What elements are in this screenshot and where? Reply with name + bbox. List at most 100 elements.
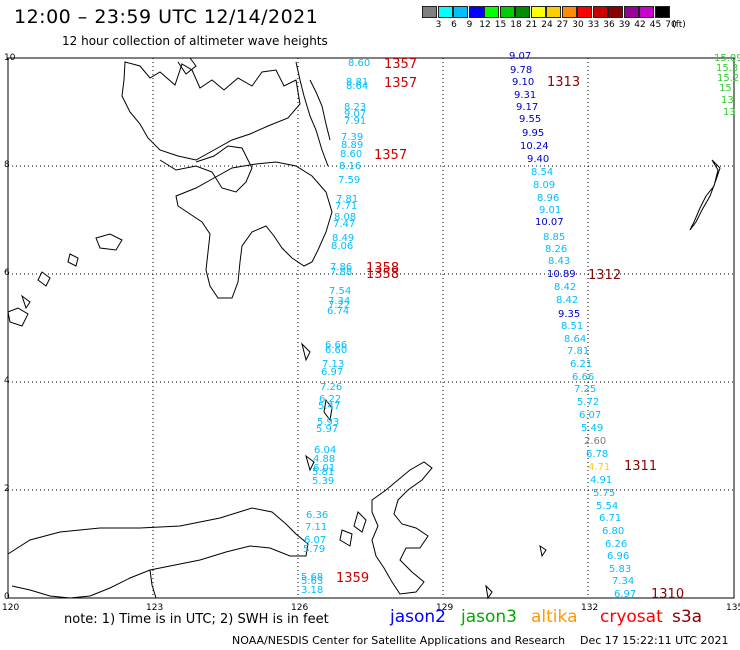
pass-number-label: 1357: [384, 57, 418, 72]
color-scale-label: 27: [556, 20, 569, 30]
wave-height-label: 7.34: [612, 576, 635, 587]
color-scale-label: 42: [634, 20, 646, 30]
credit-line: NOAA/NESDIS Center for Satellite Applica…: [232, 634, 566, 647]
wave-height-label: 5.39: [312, 476, 335, 487]
wave-height-label: 6.97: [321, 367, 344, 378]
wave-height-label: 9.17: [516, 102, 539, 113]
color-scale-label: 21: [525, 20, 538, 30]
wave-height-label: 6.22: [319, 394, 342, 405]
pass-number-label: 1359: [336, 571, 370, 586]
wave-height-label: 8.60: [348, 58, 371, 69]
color-scale-swatch: [654, 6, 670, 18]
wave-height-label: 5.83: [609, 564, 632, 575]
wave-height-label: 9.55: [519, 114, 542, 125]
wave-height-label: 8.64: [346, 81, 369, 92]
lon-label: 123: [146, 603, 164, 613]
pass-number-label: 1357: [374, 148, 408, 163]
wave-height-label: 10.89: [547, 269, 576, 280]
wave-height-label: 6.07: [579, 410, 602, 421]
wave-height-label: 4.71: [588, 462, 611, 473]
wave-height-label: 6.04: [314, 445, 337, 456]
color-scale-swatch: [561, 6, 577, 18]
color-scale-label: 6: [451, 20, 457, 30]
pass-number-label: 1357: [384, 76, 418, 91]
lon-label: 132: [581, 603, 599, 613]
wave-height-label: 8.64: [564, 334, 587, 345]
wave-height-label: 7.54: [329, 286, 352, 297]
lon-label: 120: [2, 603, 20, 613]
lat-lon-grid: [8, 58, 734, 598]
wave-height-label: 5.54: [596, 501, 619, 512]
color-scale-label: 33: [587, 20, 600, 30]
wave-height-label: 9.07: [344, 109, 367, 120]
color-scale-swatch: [546, 6, 561, 18]
color-scale-label: 30: [572, 20, 584, 30]
wave-height-label: 5.49: [581, 423, 604, 434]
wave-height-label: 6.66: [325, 340, 348, 351]
wave-height-label: 6.01: [313, 463, 336, 474]
wave-height-label: 6.96: [607, 551, 630, 562]
wave-height-label: 8.85: [543, 232, 566, 243]
lon-label: 129: [436, 603, 454, 613]
wave-height-label: 7.39: [341, 132, 364, 143]
wave-height-label: 5.63: [301, 576, 324, 587]
wave-height-label: 7.86: [330, 262, 353, 273]
wave-height-label: 5.97: [316, 424, 339, 435]
wave-height-label: 4.88: [313, 454, 336, 465]
wave-height-label: 7.25: [574, 384, 597, 395]
pass-number-label: 1310: [651, 587, 685, 602]
lat-label: 0: [4, 592, 10, 602]
lat-label: 2: [4, 484, 10, 494]
wave-height-label: 5.68: [301, 572, 324, 583]
wave-height-label: 9.78: [510, 65, 533, 76]
wave-height-label: 8.42: [556, 295, 579, 306]
wave-height-label: 7.81: [567, 346, 590, 357]
color-scale-label: 9: [466, 20, 473, 30]
wave-height-label: 13: [721, 95, 734, 106]
pass-number-label: 1313: [547, 75, 581, 90]
wave-height-label: 8.96: [537, 193, 560, 204]
wave-height-label: 15.3: [716, 63, 739, 74]
wave-height-label: 10.07: [535, 217, 564, 228]
wave-height-label: 6.78: [586, 449, 609, 460]
wave-height-label: 7.88: [330, 267, 353, 278]
wave-height-label: 7.71: [335, 201, 358, 212]
wave-height-label: 8.16: [339, 161, 362, 172]
wave-height-label: 8.08: [334, 212, 357, 223]
wave-height-label: 7.59: [338, 175, 361, 186]
map-subtitle: 12 hour collection of altimeter wave hei…: [62, 34, 328, 48]
wave-height-label: 15.2: [717, 73, 740, 84]
wave-height-label: 5.81: [312, 467, 335, 478]
lon-label: 135: [726, 603, 740, 613]
legend-jason3: jason3: [461, 607, 517, 627]
wave-height-label: 8.60: [340, 149, 363, 160]
wave-height-label: 9.31: [514, 90, 537, 101]
legend-s3a: s3a: [672, 607, 703, 627]
color-scale-label: 45: [649, 20, 662, 30]
color-scale-swatch: [530, 6, 546, 18]
coastlines: [7, 57, 721, 600]
color-scale-swatch: [577, 6, 592, 18]
wave-height-label: 5.93: [317, 417, 340, 428]
wave-height-label: 3.18: [301, 585, 324, 596]
wave-height-label: 8.49: [332, 233, 355, 244]
wave-height-label: 9.07: [509, 51, 532, 62]
pass-number-label: 1311: [624, 459, 658, 474]
wave-height-label: 8.06: [331, 241, 354, 252]
wave-height-label: 6.97: [614, 589, 637, 600]
wave-height-label: 7.26: [320, 382, 343, 393]
wave-height-label: 2.60: [584, 436, 607, 447]
wave-height-label: 6.66: [572, 372, 595, 383]
wave-height-label: 8.54: [531, 167, 554, 178]
lat-label: 6: [4, 268, 10, 278]
color-scale-swatch: [437, 6, 453, 18]
map-title: 12:00 – 23:59 UTC 12/14/2021: [14, 6, 319, 28]
footnote: note: 1) Time is in UTC; 2) SWH is in fe…: [64, 612, 329, 627]
wave-height-label: 6.26: [605, 539, 628, 550]
color-scale-swatch: [623, 6, 639, 18]
pass-number-label: 1358: [366, 267, 400, 282]
wave-height-label: 6.07: [304, 535, 327, 546]
wave-height-label: 6.21: [570, 359, 593, 370]
wave-height-label: 15.09: [714, 53, 740, 64]
wave-height-label: 9.35: [558, 309, 581, 320]
